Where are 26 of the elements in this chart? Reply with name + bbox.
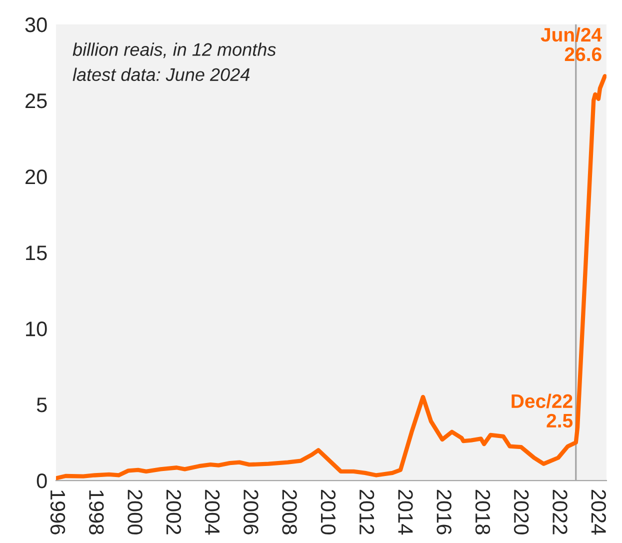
x-tick-label: 2024	[591, 490, 606, 535]
y-tick-label: 5	[36, 398, 47, 412]
x-tick-label: 2018	[475, 490, 490, 534]
annotation: latest data: June 2024	[72, 68, 250, 82]
x-tick-label: 2022	[552, 490, 568, 534]
y-tick-label: 30	[25, 17, 47, 32]
y-tick-label: 25	[26, 93, 47, 108]
x-tick-label: 2004	[204, 490, 220, 535]
y-tick-label: 20	[26, 169, 47, 184]
y-tick-label: 15	[26, 246, 47, 260]
x-tick-label: 2016	[436, 490, 452, 534]
x-tick-label: 1998	[89, 490, 104, 534]
y-tick-label: 0	[36, 474, 47, 488]
annotation: Dec/22 2.5	[512, 394, 573, 428]
annotation: Jun/24 26.6	[540, 27, 602, 62]
x-tick-label: 2012	[359, 490, 374, 534]
x-tick-label: 2008	[282, 490, 297, 534]
y-tick-label: 10	[26, 322, 47, 336]
x-tick-label: 2014	[398, 490, 413, 535]
annotation: billion reais, in 12 months	[72, 42, 276, 58]
x-tick-label: 2000	[128, 490, 142, 534]
x-tick-label: 2020	[514, 490, 529, 534]
x-tick-label: 1996	[50, 490, 66, 534]
x-tick-label: 2002	[166, 490, 182, 534]
x-tick-label: 2010	[320, 490, 336, 534]
x-tick-label: 2006	[244, 490, 258, 534]
